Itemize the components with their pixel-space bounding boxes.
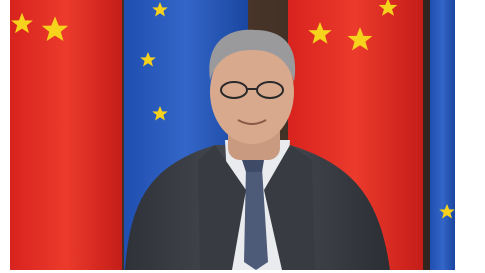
flag-eu-right: [430, 0, 455, 270]
photo: [0, 0, 485, 273]
photo-scene: [10, 0, 455, 270]
flag-china-left: [10, 0, 122, 270]
page: [0, 0, 485, 273]
